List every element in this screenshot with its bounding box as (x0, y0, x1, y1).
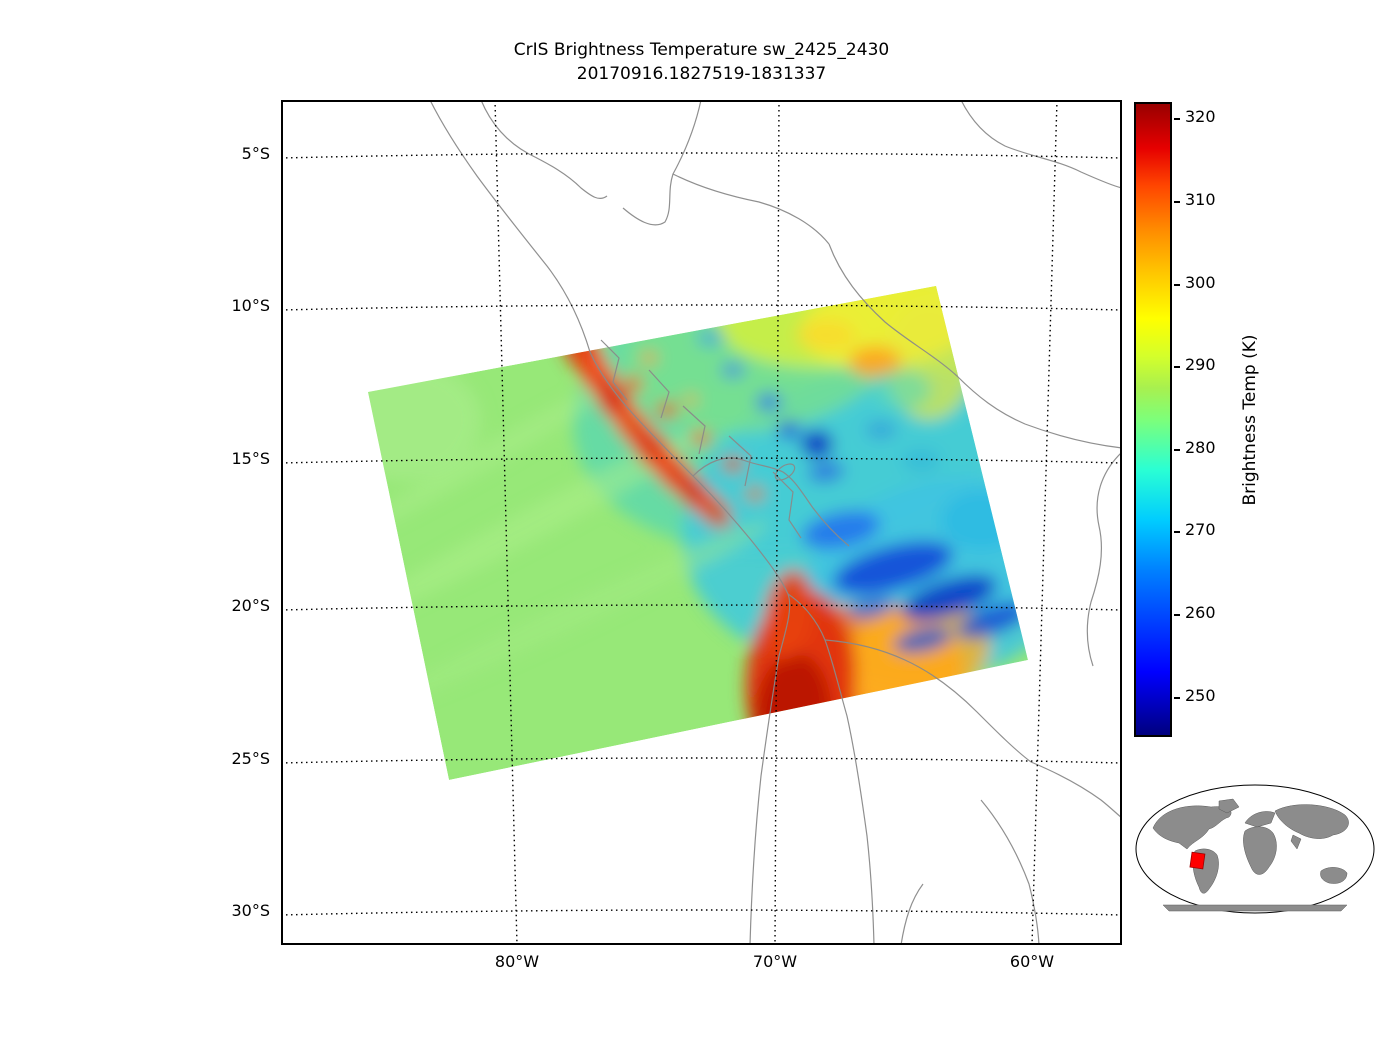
satellite-swath (368, 286, 1028, 780)
colorbar-axis-label: Brightness Temp (K) (1240, 334, 1260, 506)
border-line (787, 593, 875, 945)
colorbar-tick (1174, 697, 1180, 699)
colorbar-tick-label: 260 (1185, 603, 1216, 622)
colorbar-tick-label: 320 (1185, 107, 1216, 126)
border-line (672, 173, 830, 245)
axes-frame (281, 100, 1122, 945)
border-line (828, 243, 1122, 449)
continent-africa (1243, 826, 1277, 875)
border-line (1030, 761, 1122, 819)
colorbar (1134, 102, 1172, 737)
colorbar-tick-label: 290 (1185, 355, 1216, 374)
border-line (824, 639, 1032, 763)
border-line (772, 471, 802, 539)
border-line (682, 405, 706, 455)
continent-north-america (1152, 805, 1232, 850)
colorbar-tick (1174, 449, 1180, 451)
colorbar-tick-label: 270 (1185, 520, 1216, 539)
lat-tick-label: 25°S (231, 749, 270, 768)
border-line (480, 100, 608, 200)
parallel-5S (281, 152, 1122, 159)
colorbar-tick-label: 250 (1185, 686, 1216, 705)
parallel-15S (281, 457, 1122, 464)
world-inset-map (1133, 783, 1378, 918)
parallel-25S (281, 757, 1122, 764)
meridian-80W (494, 100, 518, 945)
lon-tick-label: 80°W (494, 952, 540, 971)
continent-australia (1320, 867, 1348, 884)
lat-tick-label: 30°S (231, 901, 270, 920)
meridian-70W (774, 100, 780, 945)
plot-subtitle: 20170916.1827519-1831337 (576, 64, 827, 84)
coastlines-borders (429, 100, 1122, 945)
colorbar-tick-label: 310 (1185, 190, 1216, 209)
meridian-60W (1031, 100, 1058, 945)
pacific-coastline (429, 100, 791, 945)
colorbar-tick (1174, 614, 1180, 616)
lon-tick-label: 70°W (752, 952, 798, 971)
continent-antarctica (1162, 904, 1348, 912)
colorbar-tick (1174, 201, 1180, 203)
lake-titicaca (774, 463, 796, 481)
map-canvas (281, 100, 1122, 945)
colorbar-tick (1174, 366, 1180, 368)
border-line (1086, 451, 1122, 667)
colorbar-tick (1174, 284, 1180, 286)
lat-tick-label: 5°S (241, 144, 270, 163)
map-plot-area (281, 100, 1122, 945)
parallel-30S (281, 909, 1122, 916)
continent-asia (1274, 804, 1349, 839)
plot-title: CrIS Brightness Temperature sw_2425_2430 (513, 40, 890, 60)
border-line (728, 435, 752, 487)
colorbar-tick-label: 280 (1185, 438, 1216, 457)
graticule (281, 100, 1122, 945)
lon-tick-label: 60°W (1009, 952, 1055, 971)
lat-tick-label: 15°S (231, 449, 270, 468)
continent-greenland (1218, 798, 1240, 814)
continent-europe (1244, 811, 1276, 828)
border-line (980, 799, 1040, 945)
border-line (600, 339, 628, 401)
colorbar-tick (1174, 118, 1180, 120)
border-line (960, 100, 1122, 189)
world-inset-canvas (1135, 784, 1375, 914)
border-line (622, 100, 702, 226)
colorbar-tick-label: 300 (1185, 273, 1216, 292)
lat-tick-label: 20°S (231, 596, 270, 615)
swath-location-marker (1189, 851, 1206, 870)
colorbar-tick (1174, 531, 1180, 533)
parallel-10S (281, 304, 1122, 311)
parallel-20S (281, 604, 1122, 611)
lat-tick-label: 10°S (231, 296, 270, 315)
border-line (900, 883, 924, 945)
continent-india (1290, 834, 1302, 850)
border-line (648, 369, 670, 419)
